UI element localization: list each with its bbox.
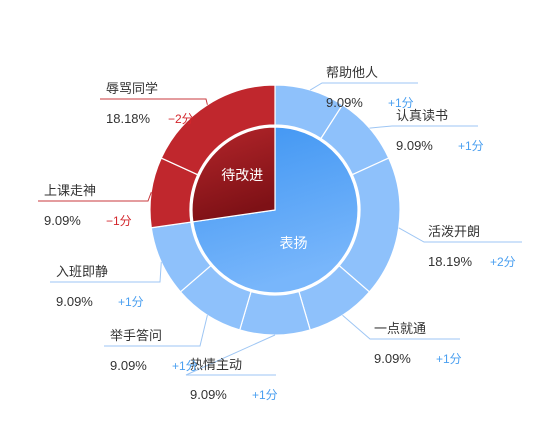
leader-line-2 <box>398 227 522 243</box>
leader-line-0 <box>309 82 418 91</box>
leader-line-3 <box>342 314 460 340</box>
slice-score-5: +1分 <box>172 359 198 373</box>
leader-line-5 <box>104 314 208 347</box>
slice-percent-2: 18.19% <box>428 254 473 269</box>
slice-percent-3: 9.09% <box>374 351 411 366</box>
slice-name-8: 辱骂同学 <box>106 81 158 96</box>
slice-score-2: +2分 <box>490 255 516 269</box>
slice-label-7: 上课走神 9.09% −1分 <box>38 183 152 228</box>
slice-percent-4: 9.09% <box>190 387 227 402</box>
slice-score-7: −1分 <box>106 214 132 228</box>
slice-label-6: 入班即静 9.09% +1分 <box>50 261 162 309</box>
slice-score-1: +1分 <box>458 139 484 153</box>
slice-percent-1: 9.09% <box>396 138 433 153</box>
leader-line-7 <box>38 192 152 202</box>
slice-percent-5: 9.09% <box>110 358 147 373</box>
slice-label-2: 活泼开朗 18.19% +2分 <box>398 224 522 269</box>
slice-name-0: 帮助他人 <box>326 65 378 80</box>
slice-label-1: 认真读书 9.09% +1分 <box>369 108 484 153</box>
slice-name-2: 活泼开朗 <box>428 224 480 239</box>
inner-slice-1[interactable] <box>191 126 276 223</box>
slice-label-5: 举手答问 9.09% +1分 <box>104 314 208 373</box>
inner-ring: 表扬 待改进 <box>191 126 359 294</box>
slice-label-0: 帮助他人 9.09% +1分 <box>309 65 418 110</box>
outer-slice-8[interactable] <box>160 84 276 176</box>
outer-slice-4[interactable] <box>239 290 311 336</box>
slice-percent-0: 9.09% <box>326 95 363 110</box>
slice-name-5: 举手答问 <box>110 328 162 343</box>
slice-score-8: −2分 <box>168 112 194 126</box>
slice-percent-8: 18.18% <box>106 111 151 126</box>
outer-ring <box>149 84 401 336</box>
slice-score-0: +1分 <box>388 96 414 110</box>
slice-name-7: 上课走神 <box>44 183 96 198</box>
slice-label-8: 辱骂同学 18.18% −2分 <box>100 81 208 126</box>
slice-score-3: +1分 <box>436 352 462 366</box>
slice-label-4: 热情主动 9.09% +1分 <box>185 334 278 402</box>
leader-line-4 <box>185 334 276 376</box>
inner-label-0: 表扬 <box>279 235 307 251</box>
leader-line-6 <box>50 261 162 283</box>
slice-score-6: +1分 <box>118 295 144 309</box>
slice-name-6: 入班即静 <box>56 264 108 279</box>
slice-score-4: +1分 <box>252 388 278 402</box>
slice-name-3: 一点就通 <box>374 321 426 336</box>
slice-label-3: 一点就通 9.09% +1分 <box>342 314 462 366</box>
leader-line-1 <box>369 125 478 129</box>
inner-label-1: 待改进 <box>221 167 263 183</box>
leader-line-8 <box>100 98 208 105</box>
slice-percent-6: 9.09% <box>56 294 93 309</box>
slice-percent-7: 9.09% <box>44 213 81 228</box>
slice-name-4: 热情主动 <box>190 357 242 372</box>
slice-name-1: 认真读书 <box>396 108 448 123</box>
